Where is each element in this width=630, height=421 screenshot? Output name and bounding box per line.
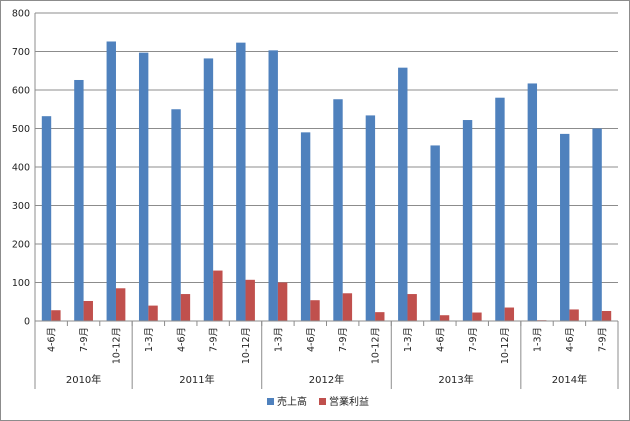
legend-swatch-sales <box>267 398 274 405</box>
bar-operating-profit <box>115 288 126 321</box>
x-category-label: 10-12月 <box>111 327 122 364</box>
bar-operating-profit <box>277 282 288 321</box>
y-tick-label: 800 <box>12 9 30 20</box>
x-year-label: 2013年 <box>438 373 473 386</box>
bar-sales <box>462 120 473 321</box>
x-category-label: 4-6月 <box>306 327 317 352</box>
x-year-label: 2011年 <box>179 373 214 386</box>
x-category-label: 7-9月 <box>79 327 90 352</box>
bar-operating-profit <box>342 293 353 321</box>
x-year-label: 2012年 <box>309 373 344 386</box>
bar-operating-profit <box>180 294 191 321</box>
x-category-label: 1-3月 <box>144 327 155 352</box>
x-category-label: 4-6月 <box>565 327 576 352</box>
y-tick-label: 0 <box>24 317 30 328</box>
bar-sales <box>527 83 538 321</box>
x-category-label: 10-12月 <box>371 327 382 364</box>
bar-sales <box>398 67 408 321</box>
bar-operating-profit <box>439 315 450 321</box>
bar-sales <box>333 99 343 322</box>
x-category-label: 1-3月 <box>273 327 284 352</box>
bar-operating-profit <box>83 300 93 321</box>
x-category-label: 4-6月 <box>435 327 446 352</box>
bar-sales <box>106 41 116 322</box>
bar-sales <box>41 116 52 322</box>
bar-sales <box>203 58 214 322</box>
bar-operating-profit <box>148 305 158 321</box>
x-category-label: 1-3月 <box>403 327 414 352</box>
legend-label-sales: 売上高 <box>277 395 307 408</box>
y-tick-label: 300 <box>12 201 30 212</box>
bar-operating-profit <box>601 310 612 321</box>
y-tick-label: 400 <box>12 163 30 174</box>
y-tick-label: 100 <box>12 278 30 289</box>
bar-operating-profit <box>375 312 385 321</box>
x-category-label: 4-6月 <box>47 327 58 352</box>
bar-sales <box>236 42 246 322</box>
bar-sales <box>560 133 570 321</box>
bar-operating-profit <box>407 294 417 321</box>
bar-sales <box>171 109 181 321</box>
x-category-label: 10-12月 <box>500 327 511 364</box>
bar-sales <box>430 145 440 321</box>
bar-sales <box>138 52 149 321</box>
x-category-label: 10-12月 <box>241 327 252 364</box>
legend-swatch-operating-profit <box>319 398 326 405</box>
x-category-label: 7-9月 <box>209 327 220 352</box>
bar-operating-profit <box>245 279 255 321</box>
bar-operating-profit <box>213 270 223 321</box>
x-category-label: 7-9月 <box>468 327 479 352</box>
x-category-label: 1-3月 <box>533 327 544 352</box>
bar-operating-profit <box>472 312 482 321</box>
x-year-label: 2014年 <box>552 373 587 386</box>
legend-label-operating-profit: 営業利益 <box>329 395 369 408</box>
bar-sales <box>592 128 602 321</box>
bar-operating-profit <box>51 310 61 321</box>
bar-operating-profit <box>504 307 515 321</box>
bar-operating-profit <box>569 309 579 321</box>
bar-sales <box>365 115 376 321</box>
bar-sales <box>300 132 311 321</box>
bar-sales <box>495 97 505 321</box>
y-tick-label: 600 <box>12 86 30 97</box>
y-tick-label: 700 <box>12 47 30 58</box>
bar-operating-profit <box>310 300 320 321</box>
x-category-label: 7-9月 <box>338 327 349 352</box>
x-category-label: 7-9月 <box>597 327 608 352</box>
x-year-label: 2010年 <box>66 373 101 386</box>
y-tick-label: 500 <box>12 124 30 135</box>
y-tick-label: 200 <box>12 240 30 251</box>
x-category-label: 4-6月 <box>176 327 187 352</box>
bar-sales <box>268 50 278 321</box>
bar-sales <box>74 79 84 322</box>
